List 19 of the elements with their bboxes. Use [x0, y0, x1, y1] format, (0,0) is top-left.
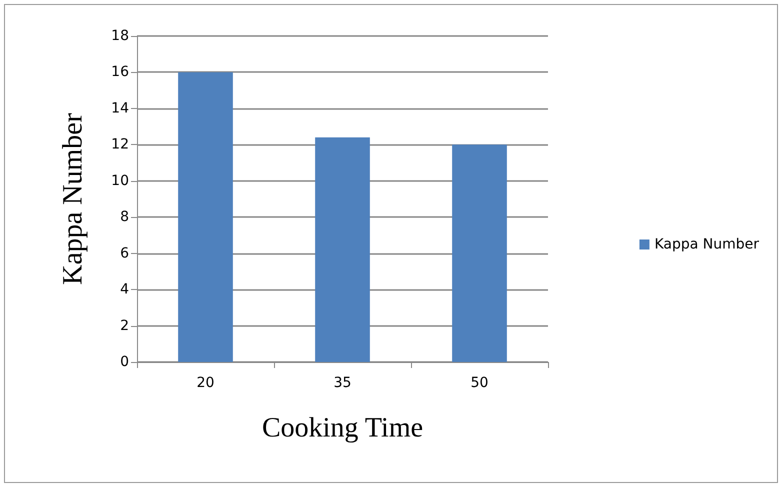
y-tick-label: 2: [120, 318, 129, 334]
y-tick-label: 12: [111, 136, 129, 153]
y-tick-label: 4: [120, 282, 130, 298]
y-axis-title: Kappa Number: [58, 112, 88, 285]
y-tick-label: 16: [111, 64, 130, 80]
bar: [178, 72, 233, 362]
bar: [452, 144, 507, 362]
y-tick-label: 6: [120, 245, 130, 262]
x-tick-label: 35: [334, 375, 352, 391]
y-tick-label: 0: [120, 354, 129, 370]
x-tick-label: 20: [196, 375, 214, 391]
y-tick-label: 8: [120, 209, 129, 226]
y-tick-label: 10: [111, 172, 129, 189]
x-tick-label: 50: [470, 375, 488, 391]
x-axis-title: Cooking Time: [262, 412, 424, 444]
legend-label: Kappa Number: [654, 236, 760, 252]
y-tick-label: 18: [111, 28, 129, 44]
y-tick-label: 14: [111, 100, 130, 116]
bar: [315, 137, 370, 362]
